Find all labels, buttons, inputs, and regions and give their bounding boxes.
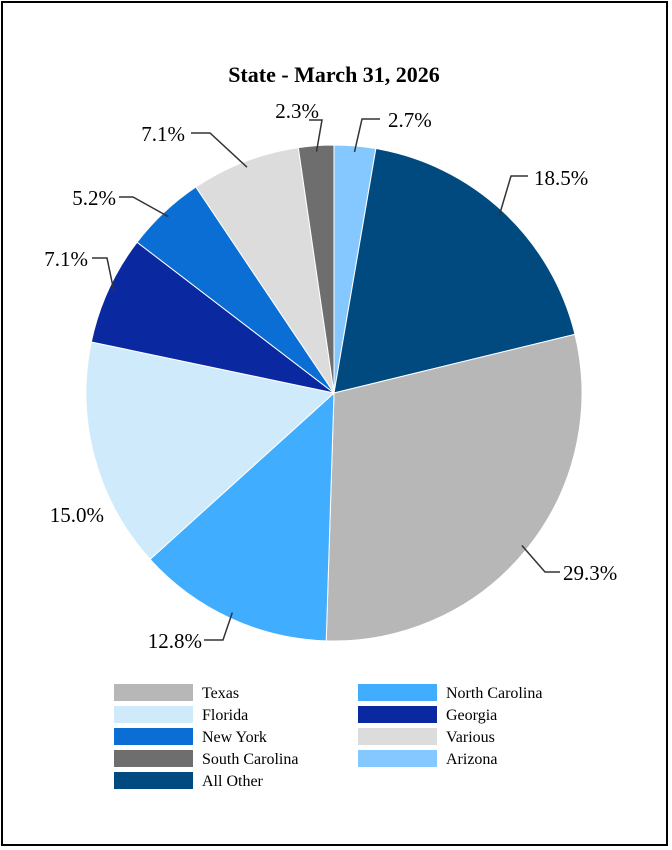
legend-swatch-new-york <box>114 728 193 745</box>
legend-label-various: Various <box>446 729 495 746</box>
slice-label-arizona: 2.7% <box>388 108 432 132</box>
legend-swatch-georgia <box>358 706 437 723</box>
legend-item-all-other: All Other <box>114 772 264 790</box>
legend-item-north-carolina: North Carolina <box>358 684 542 702</box>
pie-slice-florida <box>85 341 336 561</box>
leader-line-georgia <box>92 257 115 293</box>
leader-line-arizona <box>353 118 380 153</box>
pie-slice-various <box>195 147 335 394</box>
legend-item-south-carolina: South Carolina <box>114 750 298 768</box>
legend-swatch-arizona <box>358 750 437 767</box>
legend-item-georgia: Georgia <box>358 706 497 724</box>
slice-label-south-carolina: 2.3% <box>275 99 319 123</box>
leader-line-north-carolina <box>204 612 234 641</box>
leader-lines <box>92 118 560 641</box>
leader-line-various <box>191 132 248 168</box>
legend-label-texas: Texas <box>202 685 239 702</box>
slice-label-various: 7.1% <box>141 122 185 146</box>
legend-item-arizona: Arizona <box>358 750 498 768</box>
legend-swatch-various <box>358 728 437 745</box>
slice-label-new-york: 5.2% <box>72 186 116 210</box>
pie-slice-all-other <box>333 147 576 394</box>
leader-line-all-other <box>498 175 528 217</box>
legend-label-north-carolina: North Carolina <box>446 685 542 702</box>
slice-label-georgia: 7.1% <box>44 247 88 271</box>
legend-label-new-york: New York <box>202 729 267 746</box>
chart-title: State - March 31, 2026 <box>228 62 440 87</box>
legend-item-florida: Florida <box>114 706 248 724</box>
legend-label-south-carolina: South Carolina <box>202 751 298 768</box>
leader-line-new-york <box>119 196 169 218</box>
legend-label-georgia: Georgia <box>446 707 497 724</box>
pie-slices <box>85 144 583 642</box>
slice-label-all-other: 18.5% <box>534 166 588 190</box>
pie-slice-south-carolina <box>297 144 335 394</box>
legend-label-florida: Florida <box>202 707 248 724</box>
legend-swatch-south-carolina <box>114 750 193 767</box>
legend-label-all-other: All Other <box>202 773 264 790</box>
legend-swatch-texas <box>114 684 193 701</box>
legend-label-arizona: Arizona <box>446 751 498 768</box>
slice-label-texas: 29.3% <box>563 561 617 585</box>
pie-slice-georgia <box>90 241 335 394</box>
legend-item-texas: Texas <box>114 684 239 702</box>
legend: Texas North Carolina Florida Georgia New Yor… <box>114 684 542 790</box>
legend-item-new-york: New York <box>114 728 267 746</box>
legend-item-various: Various <box>358 728 495 746</box>
slice-labels: 2.7% 18.5% 29.3% 12.8% 15.0% 7.1% 5.2% 7.1% 2.3% <box>44 99 617 653</box>
leader-line-south-carolina <box>309 119 323 152</box>
leader-line-texas <box>521 545 560 573</box>
slice-label-florida: 15.0% <box>50 503 104 527</box>
pie-slice-texas <box>325 333 583 642</box>
slice-label-north-carolina: 12.8% <box>148 629 202 653</box>
legend-swatch-florida <box>114 706 193 723</box>
legend-swatch-north-carolina <box>358 684 437 701</box>
legend-swatch-all-other <box>114 772 193 789</box>
